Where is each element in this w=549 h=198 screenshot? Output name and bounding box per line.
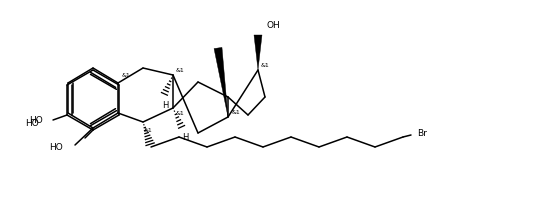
Text: &1: &1 <box>261 63 270 68</box>
Text: HO: HO <box>29 115 43 125</box>
Polygon shape <box>214 48 228 117</box>
Text: H: H <box>182 133 188 143</box>
Polygon shape <box>254 35 262 70</box>
Text: HO: HO <box>49 144 63 152</box>
Text: HO: HO <box>25 118 39 128</box>
Text: &1: &1 <box>122 72 130 77</box>
Text: H: H <box>162 101 168 109</box>
Text: &1: &1 <box>176 68 184 72</box>
Text: &1: &1 <box>232 109 240 114</box>
Text: Br: Br <box>417 129 427 138</box>
Text: OH: OH <box>266 21 280 30</box>
Text: &1: &1 <box>176 110 184 115</box>
Text: &1: &1 <box>144 128 153 132</box>
